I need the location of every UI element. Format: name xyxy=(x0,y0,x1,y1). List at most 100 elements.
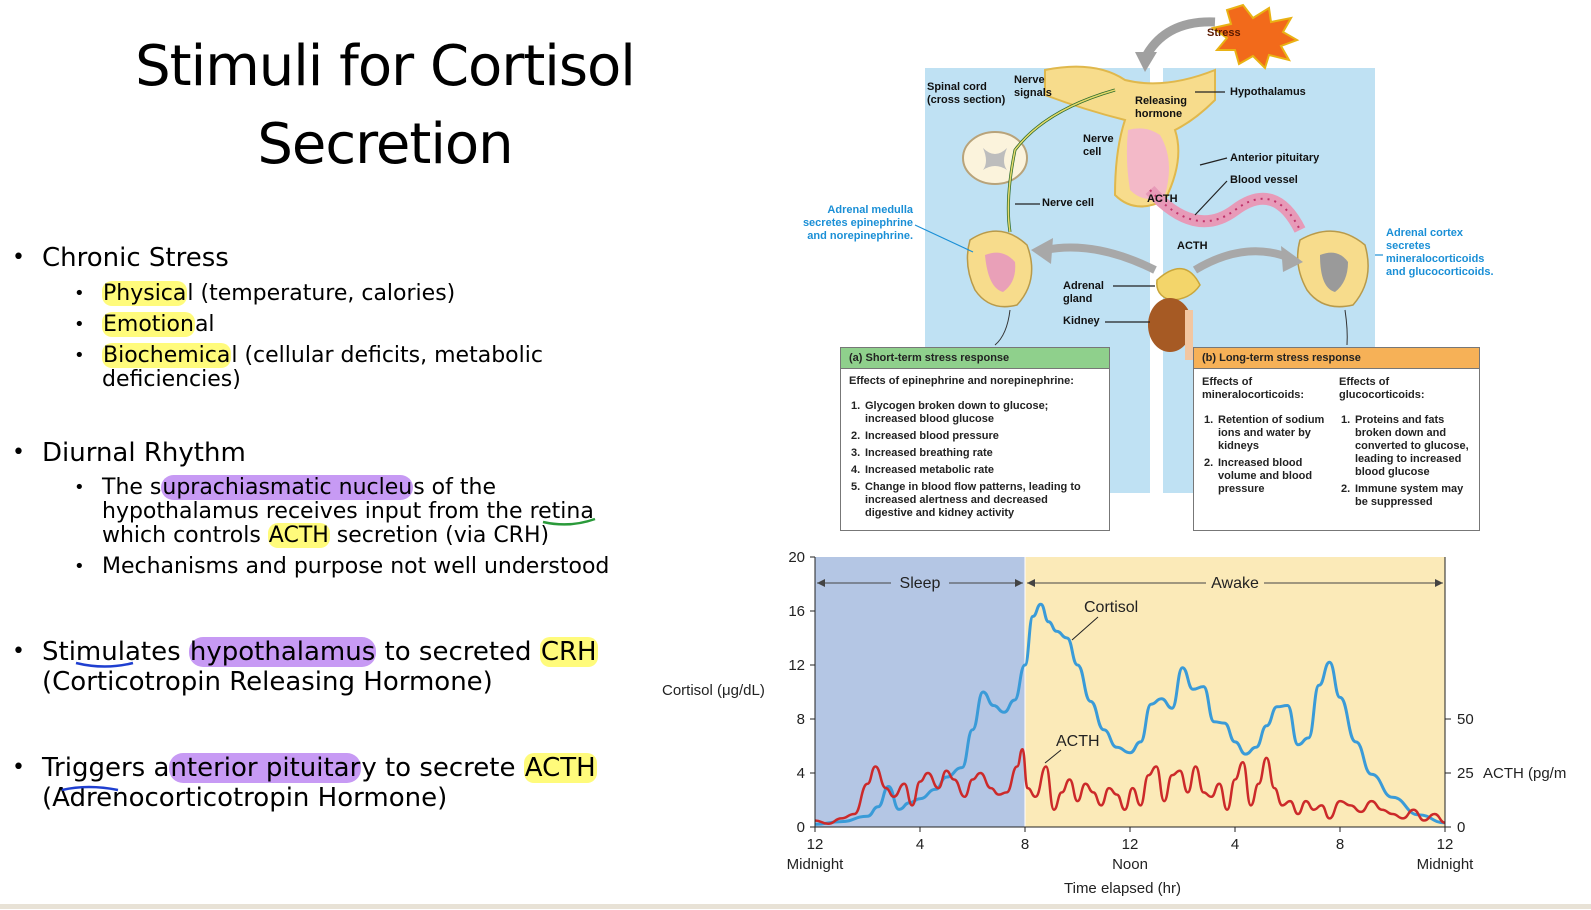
region-label-bg xyxy=(1206,574,1264,592)
bullet-text: secretion (via CRH) xyxy=(329,523,550,548)
list-item: 1. Retention of sodium ions and water by … xyxy=(1204,414,1325,452)
y-tick-label-left: 16 xyxy=(788,603,805,620)
region-arrow-head-left xyxy=(817,579,825,587)
nerve-signals-label: Nerve signals xyxy=(1014,74,1052,99)
acth-series-label: ACTH xyxy=(1056,733,1100,750)
arrow-to-medulla-icon xyxy=(1044,243,1157,274)
y-tick-label-left: 4 xyxy=(797,765,805,782)
anterior-pituitary-label: Anterior pituitary xyxy=(1230,152,1320,164)
bullet-dot: • xyxy=(74,345,85,366)
list-item: 1. Glycogen broken down to glucose; incre… xyxy=(851,400,1049,425)
bullet-text-line2: deficiencies) xyxy=(102,367,241,392)
bullet-dot: • xyxy=(12,440,25,465)
chart-regions xyxy=(815,557,1445,827)
adrenal-cortex-label: Adrenal cortex secretes mineralocorticoi… xyxy=(1386,227,1494,278)
adrenal-medulla-label: Adrenal medulla secretes epinephrine and… xyxy=(802,204,913,242)
cortisol-series-label: Cortisol xyxy=(1084,599,1138,616)
mineralocorticoid-list: 1. Retention of sodium ions and water by … xyxy=(1202,414,1334,496)
bullet-text-line3: which controls xyxy=(102,523,268,548)
bullet-dot: • xyxy=(74,283,85,304)
bullet-text: to secreted xyxy=(376,637,540,667)
bullet-dot: • xyxy=(74,314,85,335)
title-line-2: Secretion xyxy=(257,112,513,177)
y-tick-label-left: 12 xyxy=(788,657,805,674)
region-awake xyxy=(1025,557,1445,827)
list-item: 1. Proteins and fats broken down and conv… xyxy=(1341,414,1469,478)
y-tick-label-left: 20 xyxy=(788,549,805,566)
highlight-purple: nterior pituitar xyxy=(169,753,362,783)
releasing-hormone-label: Releasing hormone xyxy=(1135,95,1187,120)
bullet-stimulates-hypothalamus: • Stimulates hypothalamus to secreted CR… xyxy=(12,637,598,697)
chart-svg: 0 4 8 12 16 20 0 25 50 12 Midnight 4 8 12 Noon 4 8 12 Midn… xyxy=(662,549,1566,897)
x-tick-sublabel: Midnight xyxy=(1417,856,1475,873)
long-term-title: (b) Long-term stress response xyxy=(1194,348,1479,369)
bullet-text-line2: hypothalamus receives input from the ret… xyxy=(102,499,594,524)
bullet-text-line2: (Corticotropin Releasing Hormone) xyxy=(42,667,493,697)
bullet-dot: • xyxy=(12,755,25,780)
bullet-dot: • xyxy=(74,477,85,498)
x-tick-label: 8 xyxy=(1021,836,1029,853)
list-item: 5. Change in blood flow patterns, leading… xyxy=(851,481,1081,519)
short-term-intro: Effects of epinephrine and norepinephrin… xyxy=(849,375,1074,387)
sub-bullet-emotional: • Emotional xyxy=(74,312,215,337)
stress-burst-icon xyxy=(1210,3,1300,70)
long-term-response-box: (b) Long-term stress response Effects of… xyxy=(1193,347,1480,531)
bullet-dot: • xyxy=(12,245,25,270)
stress-label: Stress xyxy=(1207,27,1241,39)
bullet-list: • Chronic Stress • Physical (temperature… xyxy=(0,0,700,909)
short-term-title: (a) Short-term stress response xyxy=(841,348,1109,369)
kidney-label: Kidney xyxy=(1063,315,1100,327)
blood-vessel-label: Blood vessel xyxy=(1230,174,1298,186)
bullet-text: Diurnal Rhythm xyxy=(42,438,246,468)
pituitary-icon xyxy=(1126,128,1169,199)
bottom-bar xyxy=(0,904,1591,909)
region-label-bg xyxy=(891,574,949,592)
bullet-text: The s xyxy=(102,475,162,500)
adrenal-gland-label: Adrenal gland xyxy=(1063,280,1104,305)
slide-title: Stimuli for Cortisol Secretion xyxy=(60,28,710,184)
bullet-text: l (cellular deficits, metabolic xyxy=(231,343,543,368)
y-tick-label-right: 25 xyxy=(1457,765,1474,782)
series-line-acth xyxy=(814,747,1446,826)
highlight-purple: uprachiasmatic nucleu xyxy=(161,475,414,500)
list-item: 2. Increased blood pressure xyxy=(851,430,999,442)
bullet-text: Stimulates xyxy=(42,637,189,667)
highlight-yellow: Biochemica xyxy=(102,343,232,368)
x-axis-label: Time elapsed (hr) xyxy=(1064,880,1181,897)
bullet-text: al xyxy=(194,312,215,337)
x-tick-sublabel: Midnight xyxy=(787,856,845,873)
sub-bullet-mechanisms: • Mechanisms and purpose not well unders… xyxy=(74,554,610,579)
acth-vessel-label: ACTH xyxy=(1177,240,1208,252)
highlight-yellow: CRH xyxy=(539,637,598,667)
acth-pituitary-label: ACTH xyxy=(1147,193,1178,205)
bullet-text: Mechanisms and purpose not well understo… xyxy=(102,554,610,579)
y-tick-label-right: 50 xyxy=(1457,711,1474,728)
highlight-yellow: Physica xyxy=(102,281,188,306)
bullet-text: l (temperature, calories) xyxy=(187,281,456,306)
list-item: 2. Immune system may be suppressed xyxy=(1341,483,1464,508)
bullet-chronic-stress: • Chronic Stress xyxy=(12,243,229,273)
x-tick-label: 12 xyxy=(1437,836,1454,853)
region-label-awake: Awake xyxy=(1211,575,1259,592)
region-arrows: Sleep Awake xyxy=(817,574,1443,592)
bullet-dot: • xyxy=(74,556,85,577)
stress-arrow-icon xyxy=(1141,17,1216,61)
highlight-yellow: ACTH xyxy=(523,753,597,783)
stress-response-diagram: Stress Spinal cord (cross section) Nerve… xyxy=(795,0,1505,535)
x-tick-label: 12 xyxy=(1122,836,1139,853)
bullet-text: y to secrete xyxy=(361,753,524,783)
kidney-icon xyxy=(1148,298,1192,352)
blood-vessel-icon xyxy=(1145,185,1306,233)
title-line-1: Stimuli for Cortisol xyxy=(135,34,636,99)
x-tick-label: 4 xyxy=(916,836,924,853)
bullet-triggers-pituitary: • Triggers anterior pituitary to secrete… xyxy=(12,753,597,813)
highlight-purple: hypothalamus xyxy=(188,637,377,667)
highlight-yellow: Emotion xyxy=(102,312,195,337)
hypothalamus-label: Hypothalamus xyxy=(1230,86,1306,98)
x-tick-label: 4 xyxy=(1231,836,1239,853)
region-sleep xyxy=(815,557,1025,827)
gger-underline xyxy=(61,785,119,792)
glucocorticoid-heading: Effects of glucocorticoids: xyxy=(1339,376,1425,401)
region-label-sleep: Sleep xyxy=(900,575,941,592)
